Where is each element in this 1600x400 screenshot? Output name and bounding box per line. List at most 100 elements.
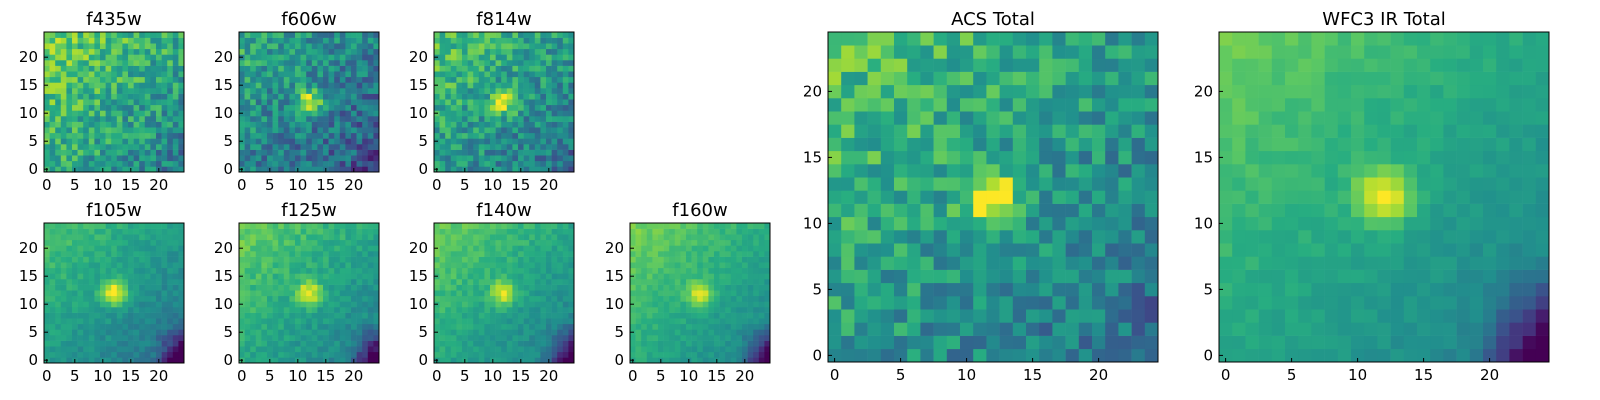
heatmap-cell: [725, 329, 732, 336]
heatmap-cell: [139, 160, 146, 167]
heatmap-cell: [83, 76, 90, 83]
heatmap-cell: [551, 60, 558, 66]
heatmap-cell: [747, 279, 754, 285]
heatmap-cell: [373, 256, 380, 263]
heatmap-cell: [506, 318, 513, 325]
heatmap-cell: [1144, 256, 1159, 270]
heatmap-cell: [663, 340, 670, 347]
heatmap-cell: [77, 290, 84, 297]
heatmap-cell: [356, 234, 363, 241]
heatmap-cell: [323, 71, 329, 78]
heatmap-cell: [261, 279, 268, 285]
heatmap-cell: [128, 155, 134, 162]
heatmap-cell: [66, 65, 73, 72]
heatmap-cell: [261, 160, 268, 167]
x-tick-label: 0: [42, 367, 52, 385]
heatmap-cell: [150, 251, 157, 257]
heatmap-cell: [758, 323, 765, 330]
heatmap-cell: [534, 307, 541, 313]
heatmap-cell: [94, 116, 101, 122]
heatmap-cell: [467, 166, 474, 173]
heatmap-cell: [244, 234, 251, 241]
heatmap-cell: [529, 144, 536, 150]
heatmap-cell: [172, 155, 179, 162]
heatmap-cell: [172, 307, 179, 313]
heatmap-cell: [328, 93, 335, 100]
heatmap-cell: [562, 312, 569, 319]
heatmap-cell: [730, 307, 737, 313]
heatmap-cell: [373, 149, 380, 156]
heatmap-cell: [289, 127, 296, 134]
heatmap-cell: [323, 138, 329, 145]
heatmap-cell: [518, 346, 524, 353]
heatmap-cell: [295, 245, 301, 252]
heatmap-cell: [1078, 282, 1093, 297]
heatmap-cell: [456, 318, 463, 325]
heatmap-cell: [278, 284, 285, 291]
heatmap-cell: [506, 32, 513, 38]
heatmap-cell: [512, 262, 519, 269]
heatmap-cell: [920, 296, 934, 310]
heatmap-cell: [999, 309, 1014, 323]
heatmap-cell: [283, 93, 290, 100]
heatmap-cell: [373, 228, 380, 235]
heatmap-cell: [55, 290, 62, 297]
heatmap-cell: [714, 284, 720, 291]
heatmap-cell: [66, 48, 73, 55]
heatmap-cell: [77, 32, 84, 38]
heatmap-cell: [60, 262, 67, 269]
heatmap-cell: [289, 99, 296, 106]
heatmap-cell: [167, 307, 174, 313]
heatmap-cell: [478, 290, 485, 297]
heatmap-cell: [128, 93, 134, 100]
heatmap-cell: [439, 223, 446, 229]
heatmap-cell: [306, 144, 313, 150]
heatmap-cell: [1118, 190, 1132, 204]
heatmap-cell: [278, 256, 285, 263]
heatmap-cell: [450, 279, 457, 285]
heatmap-cell: [450, 329, 457, 336]
heatmap-cell: [551, 318, 558, 325]
heatmap-cell: [523, 37, 530, 44]
heatmap-cell: [100, 149, 106, 156]
heatmap-cell: [557, 307, 564, 313]
heatmap-cell: [144, 127, 151, 134]
heatmap-cell: [462, 256, 468, 263]
heatmap-cell: [144, 295, 151, 302]
heatmap-cell: [261, 127, 268, 134]
heatmap-cell: [518, 290, 524, 297]
heatmap-cell: [512, 273, 519, 280]
heatmap-cell: [730, 273, 737, 280]
heatmap-cell: [172, 223, 179, 229]
heatmap-cell: [462, 132, 468, 139]
heatmap-cell: [674, 329, 681, 336]
heatmap-cell: [512, 307, 519, 313]
heatmap-cell: [334, 346, 341, 353]
heatmap-cell: [261, 245, 268, 252]
heatmap-cell: [501, 166, 508, 173]
heatmap-cell: [100, 93, 106, 100]
heatmap-cell: [484, 82, 491, 89]
heatmap-cell: [551, 32, 558, 38]
heatmap-cell: [1092, 322, 1106, 336]
heatmap-cell: [557, 127, 564, 134]
heatmap-cell: [300, 132, 307, 139]
heatmap-cell: [540, 138, 547, 145]
heatmap-cell: [128, 132, 134, 139]
heatmap-cell: [512, 245, 519, 252]
panel-title: f814w: [476, 9, 531, 30]
heatmap-cell: [323, 346, 329, 353]
heatmap-cell: [283, 256, 290, 263]
heatmap-cell: [111, 223, 118, 229]
heatmap-cell: [255, 340, 262, 347]
heatmap-cell: [680, 323, 687, 330]
heatmap-cell: [278, 279, 285, 285]
heatmap-cell: [518, 121, 524, 128]
heatmap-cell: [907, 348, 921, 363]
heatmap-cell: [306, 284, 313, 291]
heatmap-cell: [156, 279, 162, 285]
heatmap-cell: [300, 351, 307, 358]
heatmap-cell: [534, 357, 541, 364]
heatmap-cell: [44, 351, 50, 358]
heatmap-cell: [680, 301, 687, 308]
